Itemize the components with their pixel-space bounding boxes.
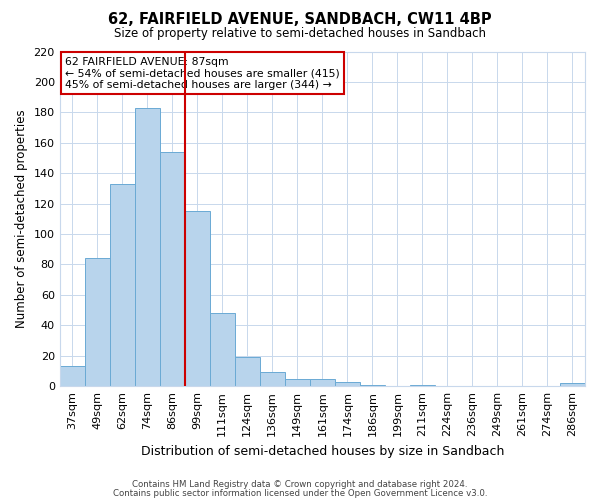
Bar (285, 378, 310, 386)
Bar (185, 211, 210, 386)
Bar (235, 358, 260, 386)
Bar (135, 108, 160, 386)
Bar (560, 383, 585, 386)
Bar (310, 378, 335, 386)
Text: 62, FAIRFIELD AVENUE, SANDBACH, CW11 4BP: 62, FAIRFIELD AVENUE, SANDBACH, CW11 4BP (108, 12, 492, 28)
Bar (59, 366, 85, 386)
Bar (335, 382, 360, 386)
Bar (410, 384, 435, 386)
Text: Contains public sector information licensed under the Open Government Licence v3: Contains public sector information licen… (113, 489, 487, 498)
Bar (110, 184, 135, 386)
Bar (85, 258, 110, 386)
X-axis label: Distribution of semi-detached houses by size in Sandbach: Distribution of semi-detached houses by … (140, 444, 504, 458)
Bar (210, 313, 235, 386)
Bar (360, 384, 385, 386)
Bar (260, 372, 285, 386)
Text: 62 FAIRFIELD AVENUE: 87sqm
← 54% of semi-detached houses are smaller (415)
45% o: 62 FAIRFIELD AVENUE: 87sqm ← 54% of semi… (65, 56, 340, 90)
Text: Contains HM Land Registry data © Crown copyright and database right 2024.: Contains HM Land Registry data © Crown c… (132, 480, 468, 489)
Text: Size of property relative to semi-detached houses in Sandbach: Size of property relative to semi-detach… (114, 28, 486, 40)
Y-axis label: Number of semi-detached properties: Number of semi-detached properties (15, 110, 28, 328)
Bar (160, 152, 185, 386)
